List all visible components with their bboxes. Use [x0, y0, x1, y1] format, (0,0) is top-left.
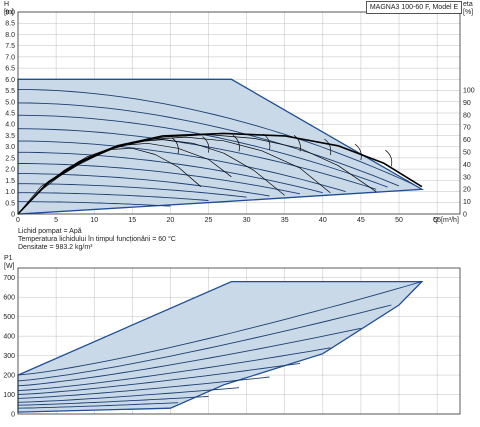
head-y-tick: 8.5 [5, 21, 15, 28]
efficiency-drop-8 [385, 149, 393, 167]
eta-tick: 70 [463, 125, 471, 132]
axes [17, 11, 461, 415]
liquid-label: Lichid pompat = Apă [18, 228, 82, 235]
head-y-tick: 5.5 [5, 88, 15, 95]
power-y-tick: 500 [3, 314, 15, 321]
power-curve-6 [17, 376, 270, 399]
head-y-tick: 1.0 [5, 189, 15, 196]
efficiency-drop-4 [263, 133, 271, 151]
power-curve-9 [17, 402, 179, 409]
eta-tick: 10 [463, 199, 471, 206]
head-curve-9 [18, 183, 247, 198]
head-y-tick: 0 [11, 212, 15, 219]
head-x-tick: 55 [433, 217, 441, 224]
head-y-tick: 6.0 [5, 77, 15, 84]
head-y-tick: 9.0 [5, 10, 15, 17]
model-label: MAGNA3 100-60 F, Model E [366, 1, 462, 14]
head-x-tick: 0 [16, 217, 20, 224]
head-y-tick: 7.0 [5, 54, 15, 61]
head-x-tick: 40 [319, 217, 327, 224]
power-y-tick: 700 [3, 275, 15, 282]
power-curve-4 [17, 347, 331, 392]
head-y-tick: 4.0 [5, 122, 15, 129]
head-y-tick: 6.5 [5, 66, 15, 73]
head-x-tick: 20 [167, 217, 175, 224]
power-y-tick: 300 [3, 353, 15, 360]
efficiency-drop-1 [171, 137, 179, 154]
head-x-tick: 50 [395, 217, 403, 224]
power-curves [17, 281, 423, 409]
head-x-tick: 45 [357, 217, 365, 224]
temperature-label: Temperatura lichidului în timpul funcțio… [18, 236, 176, 243]
head-y-tick: 0.5 [5, 200, 15, 207]
head-y-tick: 1.5 [5, 178, 15, 185]
head-y-tick: 5.0 [5, 99, 15, 106]
head-curve-11 [18, 201, 171, 207]
power-y-tick: 400 [3, 334, 15, 341]
power-curve-3 [17, 327, 361, 387]
power-curve-8 [17, 396, 209, 406]
efficiency-curve-5 [17, 142, 232, 215]
efficiency-drop-6 [324, 138, 332, 156]
head-x-tick: 15 [128, 217, 136, 224]
eta-tick: 50 [463, 150, 471, 157]
efficiency-drop-3 [232, 135, 240, 152]
head-curve-1 [17, 88, 415, 186]
head-plot-frame [17, 11, 461, 215]
efficiency-drop-2 [202, 136, 210, 153]
head-y-tick: 2.0 [5, 167, 15, 174]
head-x-tick: 35 [281, 217, 289, 224]
head-y-tick: 4.5 [5, 111, 15, 118]
head-y-tick: 3.5 [5, 133, 15, 140]
head-curves [17, 88, 415, 207]
head-axis-unit: [m] [4, 9, 14, 16]
efficiency-drop-7 [354, 143, 362, 161]
head-curve-5 [18, 140, 346, 193]
head-y-tick: 7.5 [5, 43, 15, 50]
head-y-tick: 2.5 [5, 155, 15, 162]
eta-axis-unit: [%] [463, 9, 473, 16]
head-y-tick: 8.0 [5, 32, 15, 39]
power-plot-frame [17, 267, 461, 415]
tick-labels: 0 0.5 1.0 1.5 2.0 2.5 3.0 3.5 4.0 4.5 5.0 5.5 6.0 6.5… [3, 1, 474, 419]
eta-tick: 80 [463, 112, 471, 119]
eta-tick: 0 [463, 212, 467, 219]
efficiency-curves [17, 132, 423, 215]
power-y-tick: 200 [3, 373, 15, 380]
efficiency-curve-3 [17, 136, 331, 215]
eta-tick: 40 [463, 162, 471, 169]
eta-axis-label: eta [463, 1, 473, 8]
eta-tick: 100 [463, 88, 475, 95]
power-curve-5 [17, 362, 301, 395]
power-y-tick: 0 [11, 412, 15, 419]
head-x-tick: 10 [90, 217, 98, 224]
eta-tick: 60 [463, 137, 471, 144]
head-axis-label: H [4, 1, 9, 8]
head-x-tick: 25 [205, 217, 213, 224]
head-curve-10 [18, 192, 209, 201]
power-y-tick: 600 [3, 295, 15, 302]
eta-tick: 20 [463, 187, 471, 194]
flow-axis-unit: [m³/h] [441, 217, 459, 224]
efficiency-curve-6 [17, 147, 202, 215]
eta-tick: 30 [463, 174, 471, 181]
power-axis-label: P1 [4, 255, 13, 262]
head-curve-7 [18, 163, 301, 195]
efficiency-drop-5 [293, 135, 301, 152]
power-curve-1 [17, 281, 423, 376]
power-curve-2 [17, 304, 392, 382]
head-curve-2 [17, 102, 400, 187]
power-envelope [17, 280, 424, 413]
eta-tick: 90 [463, 100, 471, 107]
power-curve-7 [17, 387, 240, 403]
flow-axis-label: Q [433, 217, 439, 224]
density-label: Densitate = 983.2 kg/m³ [18, 244, 93, 251]
head-x-tick: 30 [243, 217, 251, 224]
power-y-tick: 100 [3, 392, 15, 399]
head-x-tick: 5 [54, 217, 58, 224]
power-axis-unit: [W] [4, 263, 15, 270]
head-y-tick: 3.0 [5, 144, 15, 151]
